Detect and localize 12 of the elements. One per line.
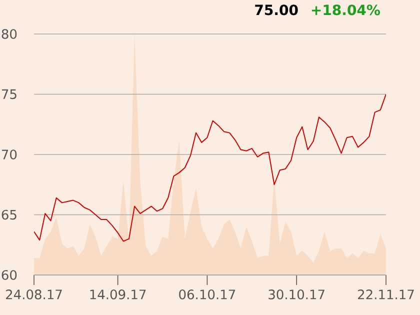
y-tick-label: 70 — [2, 150, 17, 160]
y-tick-label: 65 — [2, 210, 16, 220]
y-tick-label: 75 — [2, 89, 16, 100]
x-tick-label: 14.09.17 — [90, 290, 146, 300]
x-tick-label: 06.10.17 — [179, 290, 236, 300]
x-tick-label: 24.08.17 — [6, 290, 62, 300]
text: +18.04% — [312, 4, 380, 16]
text: 75.00 — [255, 4, 298, 16]
y-tick-label: 60 — [2, 270, 17, 280]
x-tick-label: 30.10.17 — [268, 290, 324, 300]
x-tick-label: 22.11.17 — [358, 290, 414, 300]
y-tick-label: 80 — [2, 29, 17, 39]
